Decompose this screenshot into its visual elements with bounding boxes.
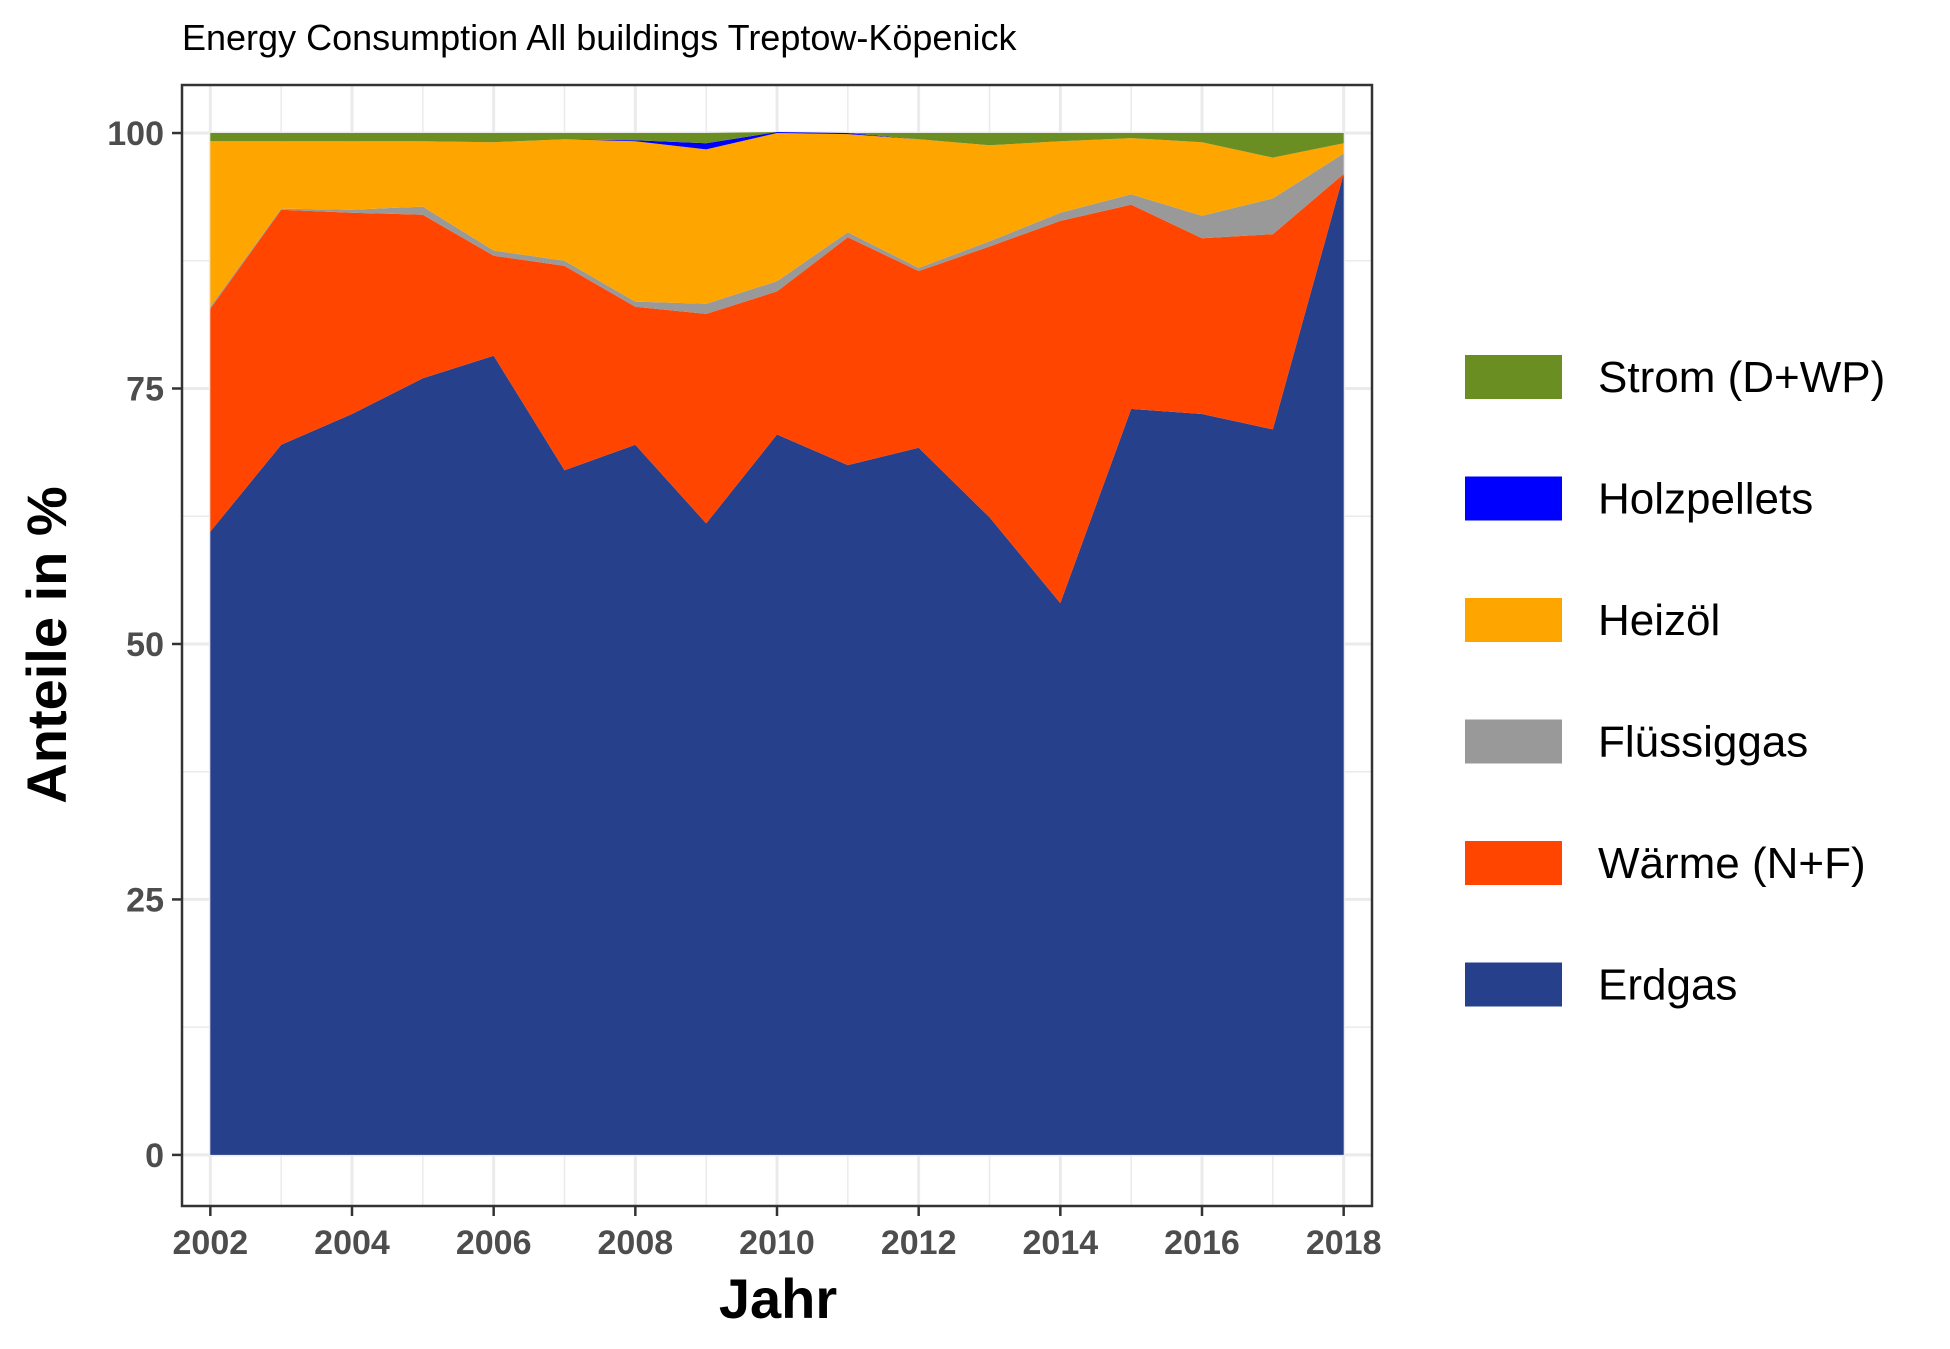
legend-swatch-erdgas (1465, 962, 1562, 1007)
x-tick-label: 2006 (456, 1224, 532, 1262)
legend-swatch-w-rme-n-f (1465, 841, 1562, 885)
y-tick-label: 75 (126, 370, 164, 408)
legend-swatch-fl-ssiggas (1465, 719, 1562, 764)
y-tick-label: 100 (107, 115, 164, 153)
legend: Strom (D+WP) Holzpellets Heizöl Flüssiggas W… (1465, 353, 1885, 1010)
y-axis: 0 25 50 75 100 (107, 115, 182, 1175)
legend-label-fl-ssiggas: Flüssiggas (1598, 718, 1808, 767)
legend-swatch-heiz-l (1465, 598, 1562, 642)
x-tick-label: 2010 (739, 1224, 815, 1262)
x-tick-label: 2002 (173, 1224, 249, 1262)
plot-panel (180, 83, 1374, 1208)
chart-title: Energy Consumption All buildings Treptow… (182, 17, 1017, 58)
legend-swatch-strom-d-wp (1465, 355, 1562, 399)
y-axis-title: Anteile in % (15, 486, 78, 803)
x-tick-label: 2008 (598, 1224, 674, 1262)
x-tick-label: 2004 (314, 1224, 390, 1262)
area-erdgas (210, 173, 1344, 1155)
x-tick-label: 2018 (1306, 1224, 1382, 1262)
y-tick-label: 25 (126, 881, 164, 919)
x-axis-title: Jahr (719, 1267, 837, 1330)
stacked-areas (210, 132, 1344, 1155)
legend-label-w-rme-n-f: Wärme (N+F) (1598, 839, 1866, 888)
area-heiz-l (210, 133, 1344, 307)
legend-label-heiz-l: Heizöl (1598, 596, 1720, 645)
area-w-rme-n-f (210, 173, 1344, 604)
y-tick-label: 0 (145, 1137, 164, 1175)
x-tick-label: 2014 (1023, 1224, 1099, 1262)
legend-label-strom-d-wp: Strom (D+WP) (1598, 353, 1885, 402)
x-tick-label: 2012 (881, 1224, 957, 1262)
x-tick-label: 2016 (1164, 1224, 1240, 1262)
area-fl-ssiggas (210, 153, 1344, 314)
legend-swatch-holzpellets (1465, 476, 1562, 521)
area-strom-d-wp (210, 132, 1344, 158)
y-tick-label: 50 (126, 626, 164, 664)
legend-label-erdgas: Erdgas (1598, 961, 1737, 1010)
x-axis: 2002 2004 2006 2008 2010 2012 2014 2016 2018 (173, 1206, 1382, 1262)
legend-label-holzpellets: Holzpellets (1598, 475, 1813, 524)
